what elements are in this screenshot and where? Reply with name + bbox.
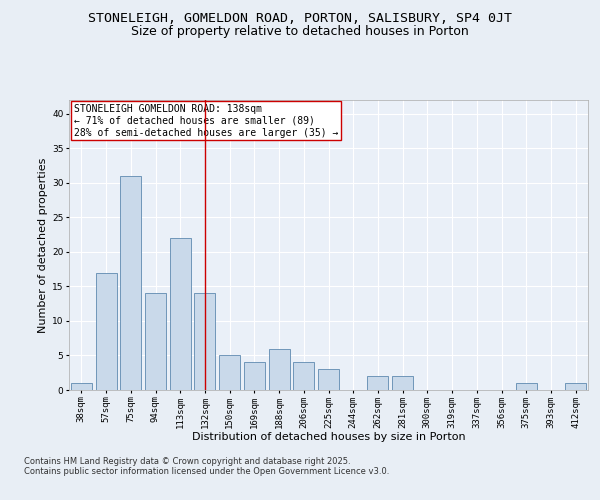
Text: STONELEIGH GOMELDON ROAD: 138sqm
← 71% of detached houses are smaller (89)
28% o: STONELEIGH GOMELDON ROAD: 138sqm ← 71% o… [74, 104, 338, 138]
Bar [120, 176, 141, 390]
Bar [194, 294, 215, 390]
Bar [269, 348, 290, 390]
Bar [219, 356, 240, 390]
Bar [244, 362, 265, 390]
Text: Contains HM Land Registry data © Crown copyright and database right 2025.: Contains HM Land Registry data © Crown c… [24, 458, 350, 466]
Text: Contains public sector information licensed under the Open Government Licence v3: Contains public sector information licen… [24, 468, 389, 476]
Bar [565, 383, 586, 390]
Y-axis label: Number of detached properties: Number of detached properties [38, 158, 48, 332]
Bar [318, 370, 339, 390]
Text: STONELEIGH, GOMELDON ROAD, PORTON, SALISBURY, SP4 0JT: STONELEIGH, GOMELDON ROAD, PORTON, SALIS… [88, 12, 512, 26]
Bar [145, 294, 166, 390]
Bar [392, 376, 413, 390]
Bar [367, 376, 388, 390]
Bar [293, 362, 314, 390]
Bar [170, 238, 191, 390]
Bar [71, 383, 92, 390]
Text: Size of property relative to detached houses in Porton: Size of property relative to detached ho… [131, 25, 469, 38]
Bar [95, 272, 116, 390]
X-axis label: Distribution of detached houses by size in Porton: Distribution of detached houses by size … [191, 432, 466, 442]
Bar [516, 383, 537, 390]
